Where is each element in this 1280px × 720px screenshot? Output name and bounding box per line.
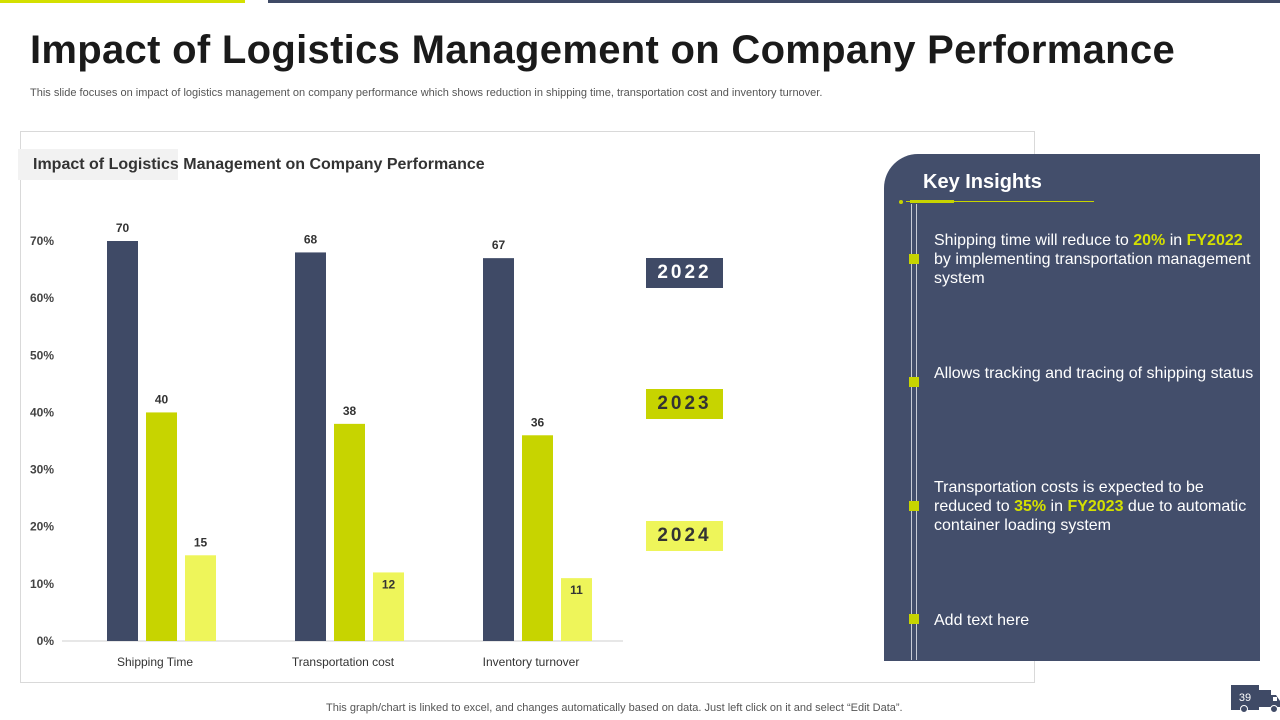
bar-value-label: 67 [492,238,506,252]
slide-title: Impact of Logistics Management on Compan… [30,28,1176,72]
insight-text-4: Add text here [934,611,1254,630]
bar-2024 [373,572,404,641]
underline-dot [899,200,903,204]
x-category-label: Transportation cost [292,655,395,669]
y-tick-label: 40% [30,405,54,419]
timeline-line [916,204,917,660]
key-insights-underline-accent [910,200,954,203]
bar-2022 [107,241,138,641]
y-tick-label: 60% [30,291,54,305]
y-tick-label: 70% [30,234,54,248]
bar-value-label: 40 [155,392,169,406]
bar-value-label: 70 [116,221,130,235]
y-tick-label: 30% [30,463,54,477]
x-category-label: Inventory turnover [483,655,580,669]
bar-2022 [483,258,514,641]
insight-text-1: Shipping time will reduce to 20% in FY20… [934,231,1254,288]
bar-value-label: 38 [343,404,357,418]
chart-title: Impact of Logistics Management on Compan… [33,156,485,173]
key-insights-panel [884,154,1260,661]
insight-text-part: Add text here [934,612,1030,629]
delivery-truck-icon [1240,690,1280,713]
bar-2023 [522,435,553,641]
insight-text-part: Shipping time will reduce to [934,232,1134,249]
insight-bullet-3 [909,501,919,511]
insight-bullet-2 [909,377,919,387]
insight-text-2: Allows tracking and tracing of shipping … [934,364,1254,383]
insight-bullet-1 [909,254,919,264]
bar-value-label: 36 [531,415,545,429]
insight-highlight: FY2022 [1186,232,1243,249]
key-insights-underline [906,201,1094,202]
bar-2022 [295,252,326,641]
slide-subtitle: This slide focuses on impact of logistic… [30,87,823,99]
insight-text-part: by implementing transportation managemen… [934,251,1251,287]
legend-2022: 2022 [646,258,723,288]
bar-2024 [185,555,216,641]
bar-value-label: 12 [382,577,396,591]
bar-value-label: 15 [194,535,208,549]
y-tick-label: 50% [30,348,54,362]
insight-text-part: in [1165,232,1187,249]
insight-text-3: Transportation costs is expected to be r… [934,478,1254,535]
bar-value-label: 68 [304,232,318,246]
y-tick-label: 10% [30,577,54,591]
insight-highlight: 20% [1133,232,1166,249]
timeline-line [911,204,912,660]
insight-bullet-4 [909,614,919,624]
bar-2024 [561,578,592,641]
y-tick-label: 20% [30,520,54,534]
bar-value-label: 11 [570,583,583,597]
key-insights-title: Key Insights [923,171,1042,193]
y-tick-label: 0% [37,634,55,648]
insight-text-part: Transportation costs is expected to be r… [934,479,1204,515]
insight-highlight: FY2023 [1067,498,1124,515]
insight-text-part: in [1046,498,1068,515]
legend-2023: 2023 [646,389,723,419]
chart-title-background [18,149,178,180]
bar-2023 [146,412,177,641]
top-accent-bar-yellow [0,0,245,3]
legend-2024: 2024 [646,521,723,551]
bar-2023 [334,423,365,641]
top-accent-bar-navy [268,0,1280,3]
insight-text-part: Allows tracking and tracing of shipping … [934,365,1254,382]
insight-text-part: due to automatic container loading syste… [934,498,1247,534]
insight-highlight: 35% [1014,498,1047,515]
x-category-label: Shipping Time [117,655,193,669]
chart-footnote: This graph/chart is linked to excel, and… [326,702,903,714]
